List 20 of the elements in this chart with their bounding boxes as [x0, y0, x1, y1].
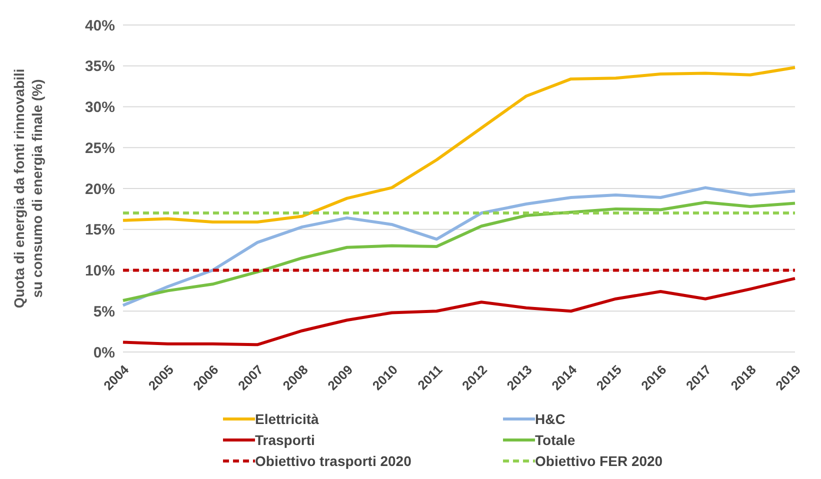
legend-label: H&C: [535, 410, 566, 426]
y-tick-label: 0%: [93, 344, 115, 362]
line-series: [122, 66, 796, 224]
y-tick-label: 5%: [93, 303, 115, 320]
legend-label: Elettricità: [255, 410, 319, 426]
line-series: [122, 276, 796, 346]
legend-label: Obiettivo trasporti 2020: [255, 452, 412, 468]
legend-label: Trasporti: [255, 432, 315, 448]
y-tick-label: 30%: [84, 99, 115, 116]
y-tick-label: 10%: [84, 262, 115, 280]
legend-label: Obiettivo FER 2020: [535, 452, 663, 468]
y-tick-label: 35%: [84, 58, 115, 76]
y-tick-label: 15%: [84, 222, 115, 239]
y-axis-title: Quota di energia da fonti rinnovabili su consumo di energia finale (%): [11, 68, 45, 308]
line-series: [122, 186, 796, 307]
y-tick-label: 40%: [84, 17, 115, 34]
y-tick-label: 25%: [84, 140, 115, 157]
line-series: [122, 200, 796, 302]
y-tick-label: 20%: [84, 180, 115, 198]
legend-label: Totale: [535, 432, 576, 448]
